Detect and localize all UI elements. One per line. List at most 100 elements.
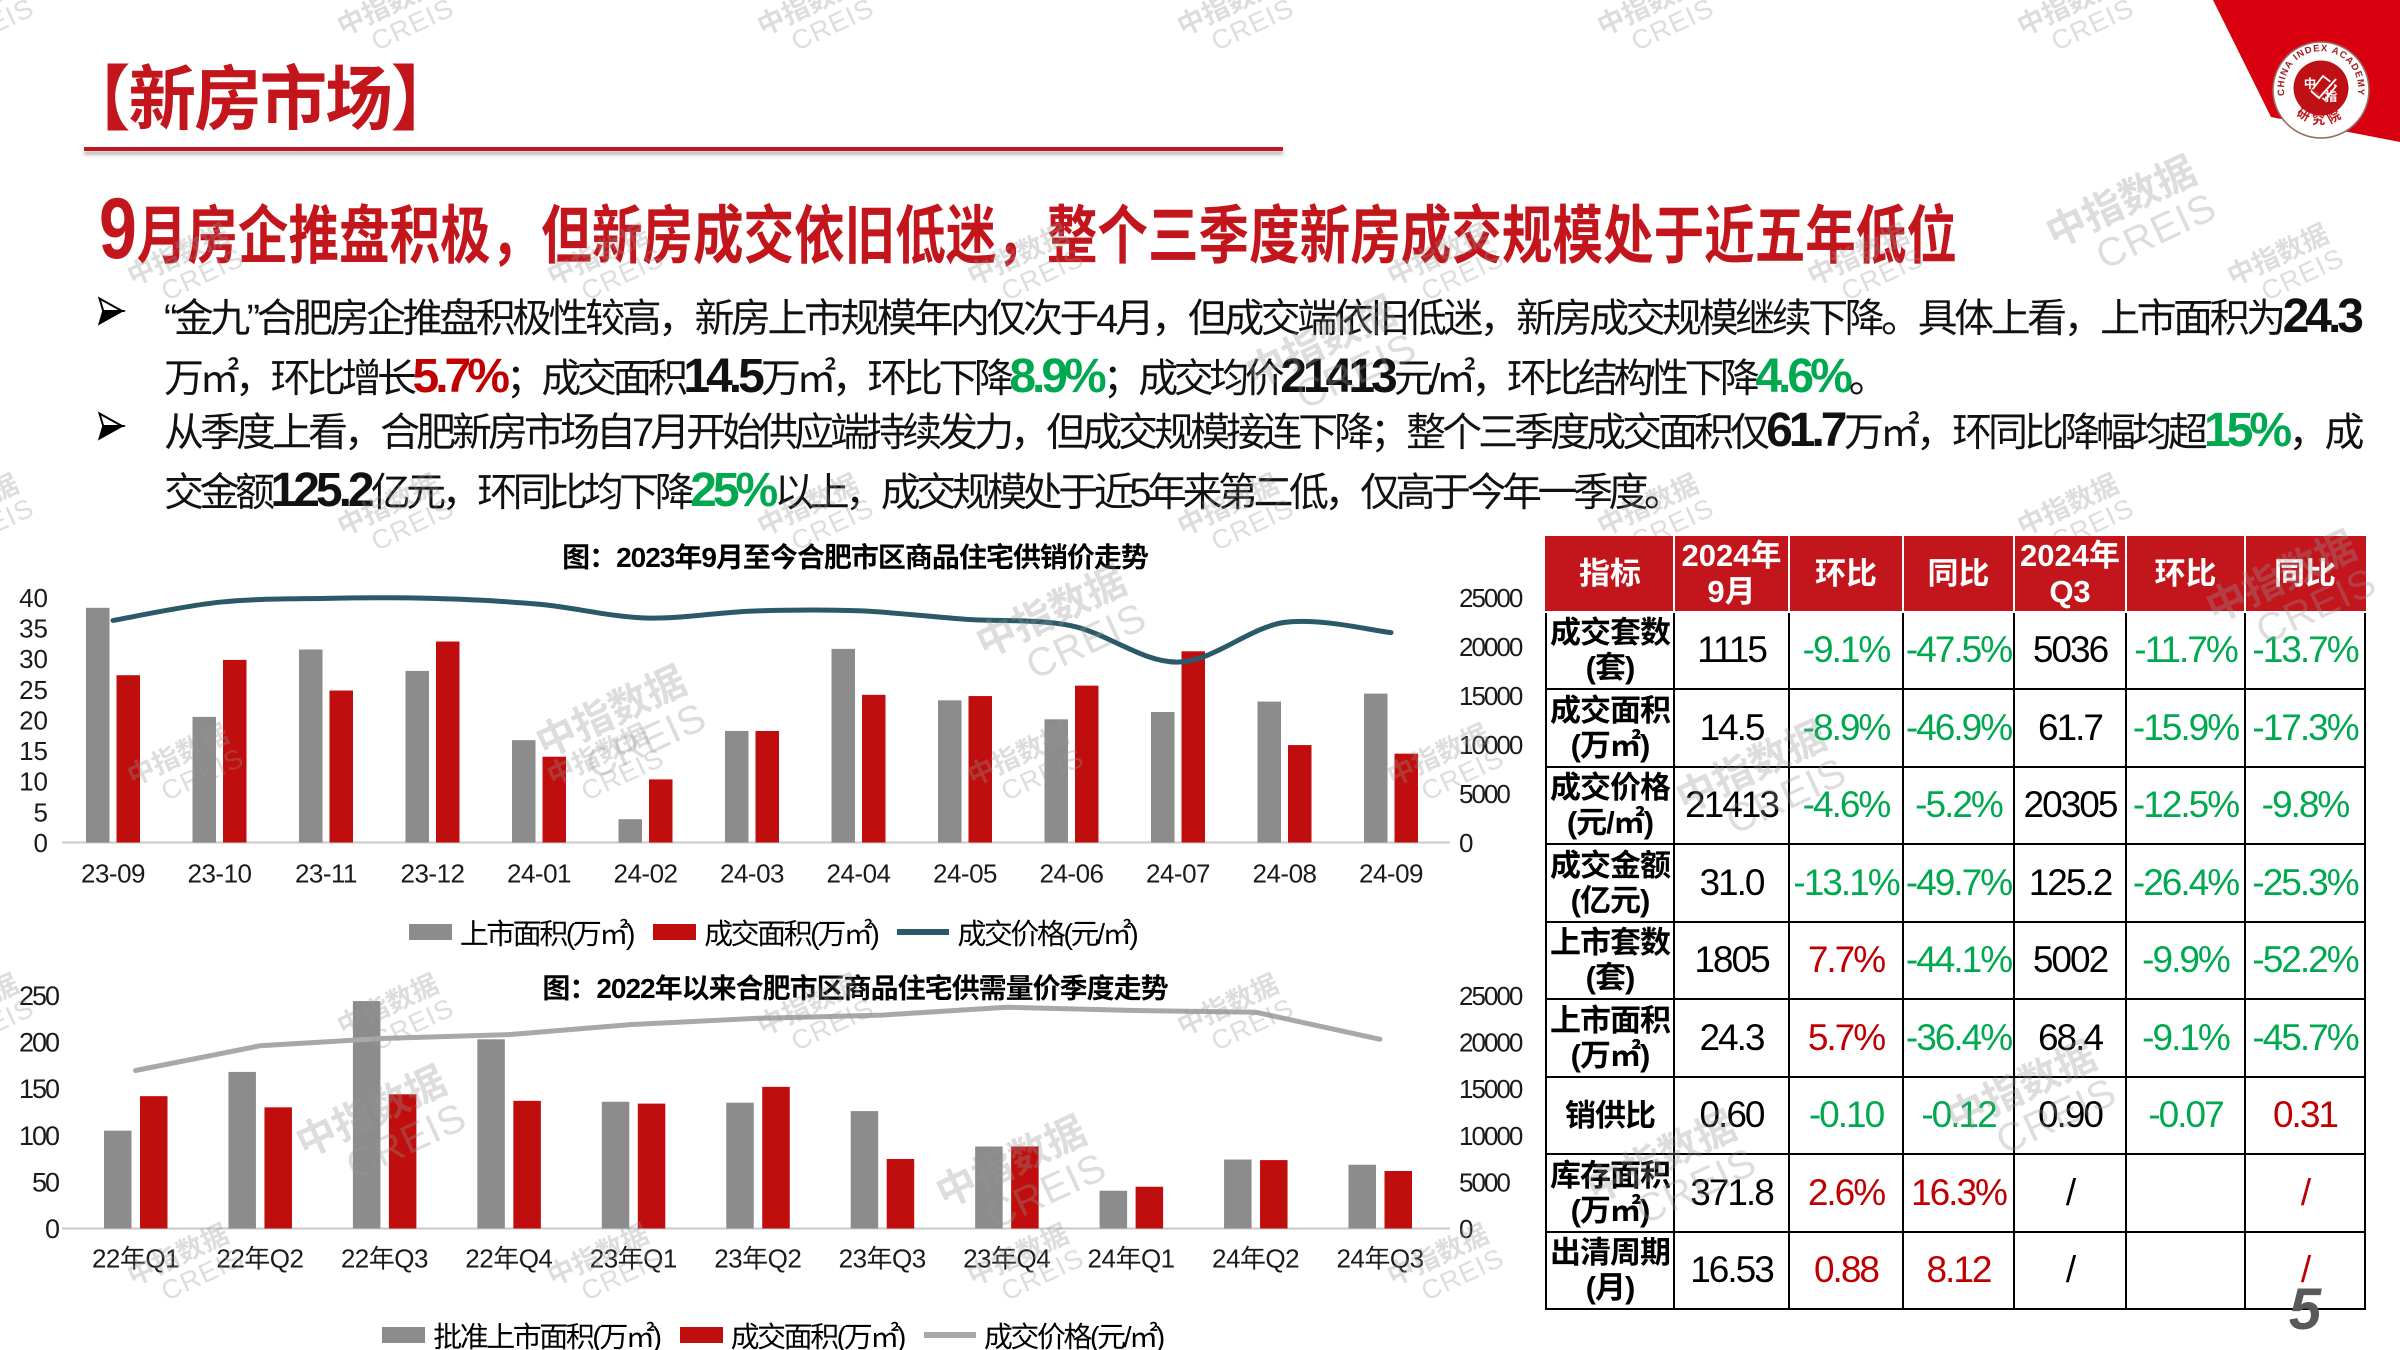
row-label: 上市套数 (套) xyxy=(1545,920,1675,1000)
table-cell: 16.3% xyxy=(1902,1153,2015,1233)
left-axis-tick: 0 xyxy=(34,828,48,858)
legend-swatch xyxy=(653,924,697,940)
category-label: 24-05 xyxy=(933,859,997,889)
right-axis-tick: 25000 xyxy=(1459,583,1523,613)
table-header-cell: 指标 xyxy=(1545,536,1675,613)
bullet-item: “金九”合肥房企推盘积极性较高，新房上市规模年内仅次于4月，但成交端依旧低迷，新… xyxy=(164,288,2364,408)
table-cell: / xyxy=(2244,1230,2366,1310)
table-cell: 1805 xyxy=(1673,920,1790,1000)
bar xyxy=(831,648,855,843)
bar xyxy=(86,607,110,843)
table-cell: 8.12 xyxy=(1902,1230,2015,1310)
category-label: 24-08 xyxy=(1253,859,1317,889)
price-line xyxy=(110,595,1394,665)
table-cell: / xyxy=(2013,1153,2127,1233)
table-cell: -25.3% xyxy=(2244,843,2366,923)
table-cell: 61.7 xyxy=(2013,688,2127,768)
bar xyxy=(886,1158,915,1229)
watermark-subtext: CREIS xyxy=(1206,0,1299,57)
table-cell: 68.4 xyxy=(2013,998,2127,1078)
table-cell: -0.07 xyxy=(2125,1075,2246,1155)
bullet-text: 从季度上看，合肥新房市场自7月开始供应端持续发力，但成交规模接连下降；整个三季度… xyxy=(164,411,1771,455)
cia-logo: CHINA INDEX ACADEMY 研究院 中 指 xyxy=(2272,41,2370,139)
table-header-cell: 2024年 Q3 xyxy=(2013,536,2127,613)
table-cell: 1115 xyxy=(1673,610,1790,690)
table-header-cell: 同比 xyxy=(2244,536,2366,613)
bar xyxy=(405,670,429,843)
legend-label: 批准上市面积(万㎡) xyxy=(433,1322,662,1350)
table-cell: 0.31 xyxy=(2244,1075,2366,1155)
left-axis-tick: 10 xyxy=(19,767,48,797)
left-axis-tick: 200 xyxy=(19,1028,59,1058)
watermark-subtext: CREIS xyxy=(0,0,39,57)
table-cell: -52.2% xyxy=(2244,920,2366,1000)
category-label: 22年Q3 xyxy=(341,1244,428,1274)
bullet-stat: 万㎡ xyxy=(164,357,240,401)
bar xyxy=(649,779,673,843)
table-row: 销供比 0.60 -0.10 -0.12 0.90 -0.07 0.31 xyxy=(1545,1075,2366,1155)
bullet-text: “金九”合肥房企推盘积极性较高，新房上市规模年内仅次于4月，但成交端依旧低迷，新… xyxy=(164,297,2287,341)
bar xyxy=(637,1103,666,1229)
bar xyxy=(1288,745,1312,843)
bar xyxy=(192,716,216,843)
bullet-stat: 24.3 xyxy=(2282,290,2364,343)
category-label: 22年Q2 xyxy=(216,1244,303,1274)
bar xyxy=(477,1039,505,1229)
bullet-stat: 万㎡ xyxy=(760,357,837,401)
table-cell: -9.9% xyxy=(2125,920,2246,1000)
table-cell: -11.7% xyxy=(2125,610,2246,690)
right-axis-tick: 25000 xyxy=(1459,985,1523,1011)
bar xyxy=(618,819,642,843)
category-label: 24-07 xyxy=(1146,859,1210,889)
bar xyxy=(299,649,323,843)
logo-char-bottom: 指 xyxy=(2325,90,2338,104)
category-label: 24-02 xyxy=(614,859,678,889)
right-axis-tick: 20000 xyxy=(1459,1028,1523,1058)
page-number: 5 xyxy=(2288,1277,2322,1342)
category-label: 22年Q4 xyxy=(465,1244,552,1274)
table-cell: -49.7% xyxy=(1902,843,2015,923)
chart2-plot: 0 50 100 150 200 250 0 5000 10000 15000 20000 25000… xyxy=(19,985,1525,1274)
table-cell: / xyxy=(2013,1230,2127,1310)
legend-item: 成交面积(万㎡) xyxy=(653,911,880,953)
table-cell: 14.5 xyxy=(1673,688,1790,768)
bar xyxy=(938,700,962,843)
watermark-text: 中指数据 xyxy=(752,0,864,42)
bar xyxy=(968,696,992,843)
right-axis-tick: 5000 xyxy=(1459,1167,1510,1197)
watermark-text: 中指数据 xyxy=(2222,218,2334,292)
bar xyxy=(1044,719,1068,843)
table-cell: 7.7% xyxy=(1788,920,1904,1000)
right-axis-tick: 20000 xyxy=(1459,632,1523,662)
row-label: 成交面积 (万㎡) xyxy=(1545,688,1675,768)
bar xyxy=(1181,651,1205,843)
bullet-text: ，成交金额 xyxy=(164,411,2365,515)
left-axis-tick: 20 xyxy=(19,705,48,735)
table-cell: -9.1% xyxy=(2125,998,2246,1078)
bar xyxy=(862,694,886,843)
bullet-stat: 4.6% xyxy=(1755,350,1852,403)
bullet-text: 元/㎡，环比结构性下降 xyxy=(1393,357,1760,401)
bar xyxy=(1151,711,1175,843)
table-row: 成交面积 (万㎡) 14.5 -8.9% -46.9% 61.7 -15.9% -17.3% xyxy=(1545,688,2366,768)
category-label: 23-09 xyxy=(81,859,145,889)
table-cell: -0.10 xyxy=(1788,1075,1904,1155)
legend-label: 成交面积(万㎡) xyxy=(730,1322,907,1350)
bar xyxy=(116,675,140,843)
bar xyxy=(228,1071,256,1229)
legend-line xyxy=(923,1332,976,1338)
watermark-text: 中指数据 xyxy=(0,468,24,542)
table-header-cell: 2024年 9月 xyxy=(1673,536,1790,613)
bullet-text: ，环比增长 xyxy=(235,357,417,401)
table-cell xyxy=(2125,1153,2246,1233)
table-header: 指标 2024年 9月 环比 同比 2024年 Q3 环比 同比 xyxy=(1545,536,2366,613)
bullet-stat: 15% xyxy=(2203,404,2292,457)
category-label: 24-06 xyxy=(1040,859,1104,889)
left-axis-tick: 5 xyxy=(34,797,48,827)
legend-item: 批准上市面积(万㎡) xyxy=(382,1314,662,1350)
table-cell: / xyxy=(2244,1153,2366,1233)
table-cell: 5036 xyxy=(2013,610,2127,690)
right-axis-tick: 15000 xyxy=(1459,681,1523,711)
